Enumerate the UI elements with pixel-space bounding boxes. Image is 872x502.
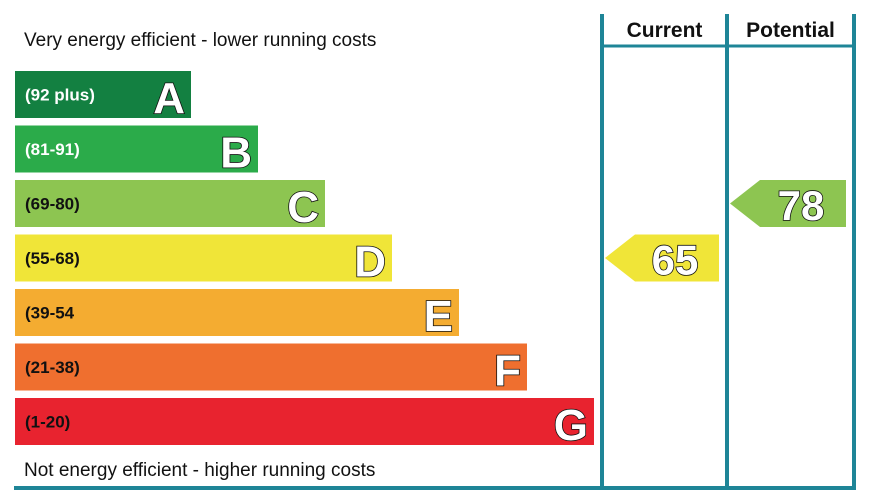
band-range-label-f: (21-38): [25, 358, 80, 377]
band-letter-e: E: [424, 292, 453, 341]
band-bar-a: [15, 71, 191, 118]
caption-not-efficient: Not energy efficient - higher running co…: [24, 460, 376, 481]
band-range-label-d: (55-68): [25, 249, 80, 268]
band-letter-g: G: [554, 401, 588, 450]
column-header-potential: Potential: [746, 19, 835, 42]
band-letter-d: D: [354, 238, 386, 287]
band-range-label-g: (1-20): [25, 413, 70, 432]
band-range-label-b: (81-91): [25, 140, 80, 159]
band-bar-b: [15, 125, 258, 173]
band-bar-c: [15, 180, 325, 227]
band-letter-a: A: [153, 74, 185, 123]
band-range-label-a: (92 plus): [25, 86, 95, 105]
current-rating-value: 65: [652, 237, 699, 284]
potential-rating-arrow: [730, 180, 846, 227]
band-letter-f: F: [494, 347, 521, 396]
band-range-label-e: (39-54: [25, 304, 75, 323]
band-range-label-c: (69-80): [25, 195, 80, 214]
band-letter-c: C: [287, 183, 319, 232]
band-bar-d: [15, 234, 392, 282]
band-bar-f: [15, 343, 527, 391]
caption-very-efficient: Very energy efficient - lower running co…: [24, 30, 377, 51]
column-header-current: Current: [627, 19, 703, 42]
band-bar-e: [15, 289, 459, 336]
current-rating-arrow: [605, 234, 719, 282]
band-letter-b: B: [220, 129, 252, 178]
potential-rating-value: 78: [778, 182, 825, 229]
band-bar-g: [15, 398, 594, 445]
